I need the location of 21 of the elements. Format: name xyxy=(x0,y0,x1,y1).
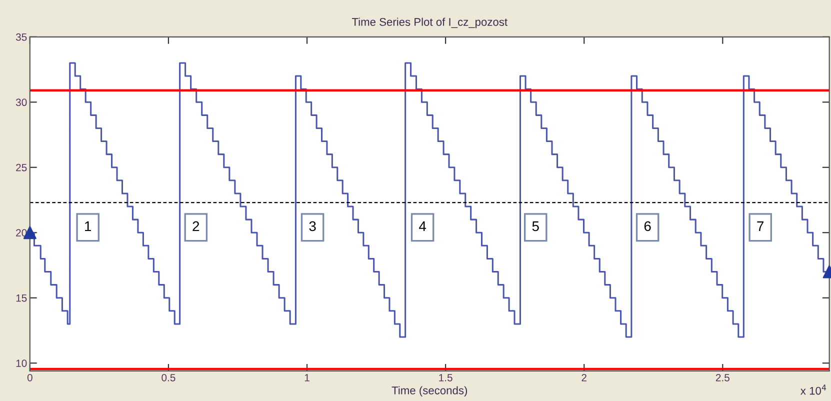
annotation: 1 xyxy=(85,221,92,231)
annotation: 2 xyxy=(192,221,200,231)
x-tick-label: 0 xyxy=(27,374,32,382)
y-tick-label: 30 xyxy=(16,98,27,106)
annotation: 7 xyxy=(757,221,764,231)
x-axis-title: Time (seconds) xyxy=(392,386,468,397)
chart-title: Time Series Plot of I_cz_pozost xyxy=(352,18,508,28)
annotation: 4 xyxy=(419,221,426,231)
x-tick-label: 2.5 xyxy=(716,374,730,382)
text: x 10$^{4}$ xyxy=(800,384,826,395)
x-tick-label: 2 xyxy=(582,374,586,382)
y-tick-label: 15 xyxy=(16,294,27,302)
annotation: 3 xyxy=(309,221,316,232)
annotation: 5 xyxy=(532,221,539,232)
x-tick-label: 0.5 xyxy=(162,374,176,382)
y-tick-label: 10 xyxy=(16,360,27,367)
y-tick-label: 35 xyxy=(16,33,27,41)
annotation: 6 xyxy=(644,221,651,232)
y-tick-label: 25 xyxy=(16,164,27,172)
x-tick-label: 1.5 xyxy=(439,374,452,382)
x-tick-label: 1 xyxy=(304,374,310,382)
